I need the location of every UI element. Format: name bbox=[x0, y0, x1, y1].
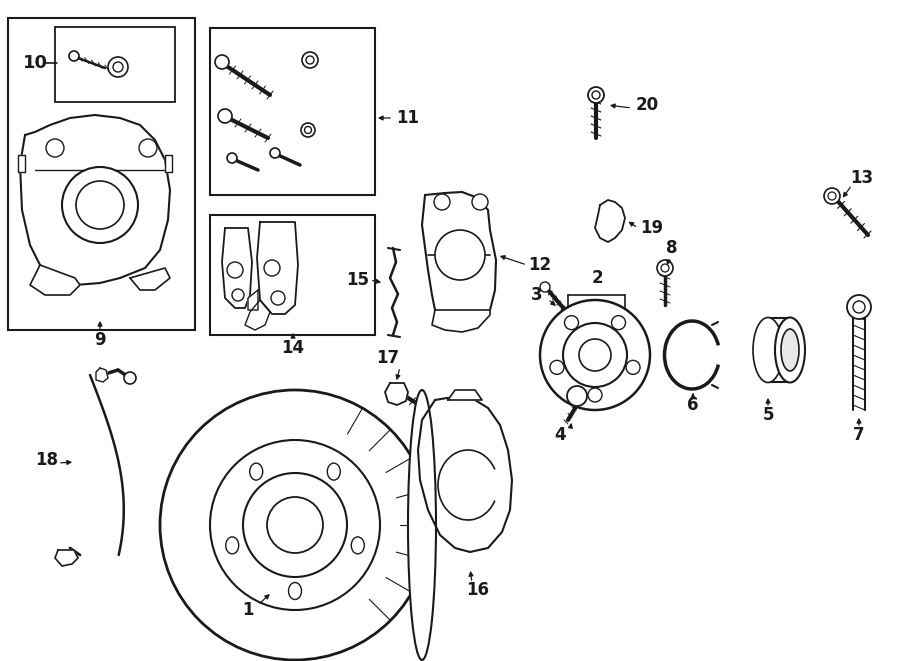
Text: 13: 13 bbox=[850, 169, 874, 187]
Circle shape bbox=[567, 386, 587, 406]
Ellipse shape bbox=[781, 329, 799, 371]
Text: 2: 2 bbox=[591, 269, 603, 287]
Bar bbox=[210, 28, 375, 195]
Circle shape bbox=[243, 473, 347, 577]
Circle shape bbox=[301, 123, 315, 137]
Circle shape bbox=[564, 316, 579, 330]
Circle shape bbox=[62, 167, 138, 243]
Polygon shape bbox=[30, 265, 80, 295]
Circle shape bbox=[46, 139, 64, 157]
Circle shape bbox=[210, 440, 380, 610]
Circle shape bbox=[227, 153, 237, 163]
Circle shape bbox=[435, 230, 485, 280]
Circle shape bbox=[540, 300, 650, 410]
Polygon shape bbox=[245, 300, 270, 330]
Polygon shape bbox=[432, 310, 490, 332]
Circle shape bbox=[232, 289, 244, 301]
Ellipse shape bbox=[289, 582, 302, 600]
Text: 9: 9 bbox=[94, 331, 106, 349]
Polygon shape bbox=[222, 228, 252, 308]
Polygon shape bbox=[96, 368, 108, 382]
Text: 16: 16 bbox=[466, 581, 490, 599]
Text: 10: 10 bbox=[22, 54, 48, 72]
Text: 7: 7 bbox=[853, 426, 865, 444]
Circle shape bbox=[306, 56, 314, 64]
Text: 15: 15 bbox=[346, 271, 370, 289]
Text: 20: 20 bbox=[635, 96, 659, 114]
Text: 19: 19 bbox=[641, 219, 663, 237]
Ellipse shape bbox=[775, 317, 805, 383]
Text: 17: 17 bbox=[376, 349, 400, 367]
Polygon shape bbox=[595, 200, 625, 242]
Circle shape bbox=[626, 360, 640, 374]
Ellipse shape bbox=[408, 390, 436, 660]
Polygon shape bbox=[55, 550, 78, 566]
Text: 5: 5 bbox=[762, 406, 774, 424]
Polygon shape bbox=[418, 397, 512, 552]
Circle shape bbox=[270, 148, 280, 158]
Circle shape bbox=[302, 52, 318, 68]
Polygon shape bbox=[385, 383, 408, 405]
Polygon shape bbox=[165, 155, 172, 172]
Circle shape bbox=[657, 260, 673, 276]
Circle shape bbox=[215, 55, 229, 69]
Circle shape bbox=[847, 295, 871, 319]
Polygon shape bbox=[130, 268, 170, 290]
Circle shape bbox=[108, 57, 128, 77]
Polygon shape bbox=[448, 390, 482, 400]
Circle shape bbox=[227, 262, 243, 278]
Circle shape bbox=[271, 291, 285, 305]
Circle shape bbox=[267, 497, 323, 553]
Circle shape bbox=[69, 51, 79, 61]
Text: 8: 8 bbox=[666, 239, 678, 257]
Text: 14: 14 bbox=[282, 339, 304, 357]
Text: 18: 18 bbox=[35, 451, 58, 469]
Bar bbox=[8, 18, 195, 330]
Text: 6: 6 bbox=[688, 396, 698, 414]
Circle shape bbox=[824, 188, 840, 204]
Circle shape bbox=[124, 372, 136, 384]
Circle shape bbox=[139, 139, 157, 157]
Text: 12: 12 bbox=[528, 256, 552, 274]
Circle shape bbox=[113, 62, 123, 72]
Ellipse shape bbox=[351, 537, 364, 554]
Circle shape bbox=[76, 181, 124, 229]
Polygon shape bbox=[18, 155, 25, 172]
Circle shape bbox=[550, 360, 564, 374]
Circle shape bbox=[853, 301, 865, 313]
Polygon shape bbox=[20, 115, 170, 285]
Text: 4: 4 bbox=[554, 426, 566, 444]
Ellipse shape bbox=[249, 463, 263, 480]
Circle shape bbox=[611, 316, 625, 330]
Bar bbox=[210, 215, 375, 335]
Circle shape bbox=[434, 194, 450, 210]
Circle shape bbox=[588, 87, 604, 103]
Circle shape bbox=[160, 390, 430, 660]
Ellipse shape bbox=[753, 317, 783, 383]
Circle shape bbox=[588, 388, 602, 402]
Circle shape bbox=[563, 323, 627, 387]
Circle shape bbox=[304, 126, 311, 134]
Polygon shape bbox=[248, 290, 258, 310]
Ellipse shape bbox=[328, 463, 340, 480]
Circle shape bbox=[661, 264, 669, 272]
Polygon shape bbox=[257, 222, 298, 314]
Circle shape bbox=[579, 339, 611, 371]
Circle shape bbox=[264, 260, 280, 276]
Text: 11: 11 bbox=[397, 109, 419, 127]
Circle shape bbox=[592, 91, 600, 99]
Text: 3: 3 bbox=[531, 286, 543, 304]
Polygon shape bbox=[422, 192, 496, 323]
Circle shape bbox=[218, 109, 232, 123]
Bar bbox=[55, 27, 175, 102]
Circle shape bbox=[828, 192, 836, 200]
Circle shape bbox=[472, 194, 488, 210]
Text: 1: 1 bbox=[242, 601, 254, 619]
Ellipse shape bbox=[226, 537, 239, 554]
Circle shape bbox=[540, 282, 550, 292]
